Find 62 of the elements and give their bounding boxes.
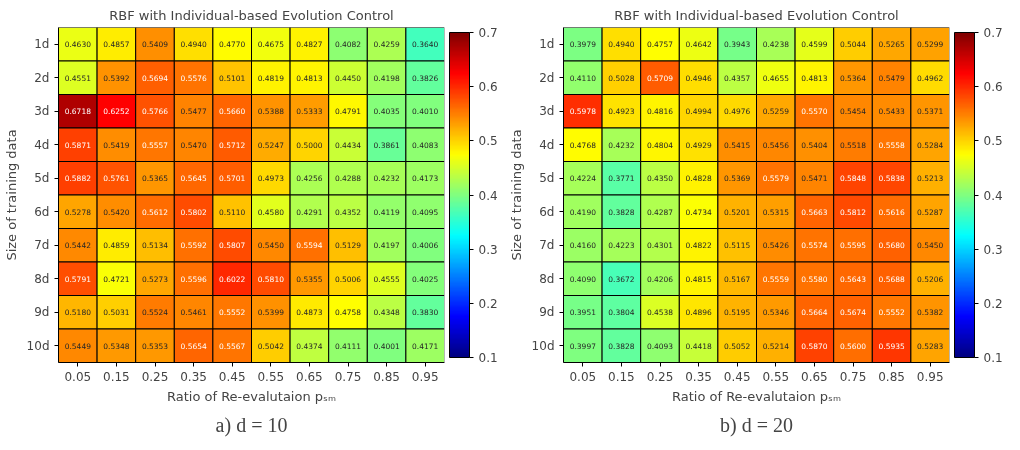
x-tick-label: 0.55 <box>762 369 790 384</box>
y-tick-label: 9d <box>539 305 555 320</box>
y-tick-label: 5d <box>539 171 555 186</box>
color-bar-label: 0.3 <box>478 242 498 257</box>
color-bar-label: 0.1 <box>478 351 498 365</box>
x-tick-label: 0.05 <box>64 369 92 384</box>
color-bar-label: 0.2 <box>478 296 498 311</box>
chart-title: RBF with Individual-based Evolution Control <box>614 7 899 23</box>
color-bar-label: 0.1 <box>983 351 1003 365</box>
x-tick-label: 0.05 <box>569 369 597 384</box>
x-tick-label: 0.75 <box>839 369 867 384</box>
color-bar-label: 0.4 <box>478 188 498 203</box>
color-bar-label: 0.6 <box>478 80 498 95</box>
text: b) d = 20 <box>720 413 793 437</box>
y-tick-label: 5d <box>34 171 50 186</box>
y-tick-label: 3d <box>34 104 50 119</box>
color-bar-label: 0.7 <box>983 26 1003 40</box>
color-bar-label: 0.7 <box>478 26 498 40</box>
y-tick-label: 7d <box>34 238 50 253</box>
x-tick-label: 0.65 <box>801 369 828 384</box>
x-tick-label: 0.15 <box>608 369 635 384</box>
color-bar-label: 0.5 <box>478 134 498 149</box>
x-tick-label: 0.45 <box>723 369 751 384</box>
y-tick-label: 10d <box>531 338 555 353</box>
x-tick-label: 0.65 <box>296 369 323 384</box>
text: a) d = 10 <box>215 413 288 437</box>
x-axis-title: Ratio of Re-evalutaion pₛₘ <box>166 388 337 404</box>
y-tick-label: 1d <box>539 37 555 52</box>
x-axis-title: Ratio of Re-evalutaion pₛₘ <box>671 388 842 404</box>
y-tick-label: 2d <box>34 70 50 85</box>
x-tick-label: 0.35 <box>685 369 712 384</box>
x-tick-label: 0.25 <box>141 369 169 384</box>
y-axis-title: Size of training data <box>3 129 19 261</box>
color-bar-label: 0.2 <box>983 296 1003 311</box>
x-tick-label: 0.35 <box>180 369 207 384</box>
y-tick-label: 8d <box>539 271 555 286</box>
chart-title: RBF with Individual-based Evolution Control <box>109 7 394 23</box>
y-tick-label: 2d <box>539 70 555 85</box>
x-tick-label: 0.15 <box>103 369 130 384</box>
color-bar-label: 0.6 <box>983 80 1003 95</box>
y-tick-label: 1d <box>34 37 50 52</box>
y-axis-title: Size of training data <box>508 129 524 261</box>
y-tick-label: 4d <box>539 137 555 152</box>
x-tick-label: 0.85 <box>878 369 905 384</box>
x-tick-label: 0.25 <box>646 369 674 384</box>
x-tick-label: 0.95 <box>916 369 944 384</box>
x-tick-label: 0.45 <box>218 369 246 384</box>
x-tick-label: 0.95 <box>411 369 439 384</box>
color-bar-label: 0.5 <box>983 134 1003 149</box>
y-tick-label: 3d <box>539 104 555 119</box>
color-bar-label: 0.3 <box>983 242 1003 257</box>
y-tick-label: 9d <box>34 305 50 320</box>
x-tick-label: 0.85 <box>373 369 400 384</box>
y-tick-label: 6d <box>34 204 50 219</box>
x-tick-label: 0.55 <box>257 369 285 384</box>
y-tick-label: 8d <box>34 271 50 286</box>
y-tick-label: 6d <box>539 204 555 219</box>
y-tick-label: 7d <box>539 238 555 253</box>
y-tick-label: 4d <box>34 137 50 152</box>
color-bar-label: 0.4 <box>983 188 1003 203</box>
x-tick-label: 0.75 <box>334 369 362 384</box>
y-tick-label: 10d <box>26 338 50 353</box>
